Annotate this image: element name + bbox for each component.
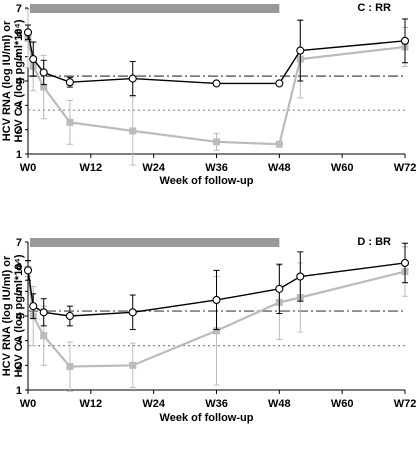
data-point-circle xyxy=(23,266,33,275)
data-point-circle xyxy=(275,284,284,293)
x-tick-label: W72 xyxy=(394,398,416,410)
x-tick-label: W48 xyxy=(268,398,291,410)
y-tick-label: 1 xyxy=(16,385,22,397)
data-point-circle xyxy=(296,272,305,281)
data-point-circle xyxy=(23,28,33,37)
x-axis-title: Week of follow-up xyxy=(160,412,254,424)
data-point-circle xyxy=(296,46,305,55)
y-axis-title-line1: HCV RNA (log IU/ml) or xyxy=(1,255,13,376)
data-point-square xyxy=(275,140,283,148)
x-tick-label: W36 xyxy=(205,162,228,174)
data-point-square xyxy=(129,361,137,369)
data-point-circle xyxy=(128,74,137,83)
y-tick-label: 6 xyxy=(16,262,22,274)
data-point-square xyxy=(66,363,74,371)
data-point-square xyxy=(129,127,137,135)
data-point-square xyxy=(40,83,48,91)
data-point-circle xyxy=(39,308,48,317)
x-tick-label: W48 xyxy=(268,162,291,174)
treatment-period-bar xyxy=(30,238,280,247)
data-point-circle xyxy=(275,79,284,88)
y-tick-label: 2 xyxy=(16,125,22,137)
x-tick-label: W72 xyxy=(394,162,416,174)
data-point-circle xyxy=(29,302,38,311)
chart-panel-1: 1 2 3 4 5 6 7 W0 W12 W24 W36 W48 W60 W72 C : RR Week of… xyxy=(1,2,416,187)
x-tick-label: W24 xyxy=(142,398,166,410)
data-point-circle xyxy=(128,308,137,317)
y-tick-label: 5 xyxy=(16,52,22,64)
y-tick-label: 2 xyxy=(16,360,22,372)
y-tick-label: 3 xyxy=(16,100,22,112)
y-axis-title-line2: HCV CA (log pg/ml*10⁴) xyxy=(13,254,25,377)
panel-label: C : RR xyxy=(357,2,391,14)
x-tick-label: W0 xyxy=(20,398,37,410)
data-point-circle xyxy=(400,258,410,268)
data-point-square xyxy=(213,327,220,335)
y-tick-label: 7 xyxy=(16,237,22,249)
data-point-square xyxy=(40,332,48,340)
y-tick-label: 5 xyxy=(16,286,22,298)
x-tick-label: W24 xyxy=(142,162,166,174)
data-point-circle xyxy=(212,79,221,88)
series-line xyxy=(26,38,406,146)
series-circle xyxy=(23,242,410,331)
x-tick-label: W36 xyxy=(205,398,228,410)
data-point-circle xyxy=(212,295,221,305)
data-point-circle xyxy=(39,68,48,77)
data-point-circle xyxy=(29,55,38,64)
data-point-circle xyxy=(400,36,410,45)
panel-label: D : BR xyxy=(357,236,391,248)
series-circle xyxy=(23,18,410,97)
x-tick-label: W12 xyxy=(80,398,103,410)
x-tick-label: W12 xyxy=(80,162,103,174)
y-axis-title-line1: HCV RNA (log IU/ml) or xyxy=(1,20,13,141)
y-tick-label: 4 xyxy=(16,76,23,88)
x-tick-label: W60 xyxy=(331,398,354,410)
chart-panel-2: 1 2 3 4 5 6 7 W0 W12 W24 W36 W48 W60 W72 D : BR Week of… xyxy=(1,236,416,424)
y-tick-label: 6 xyxy=(16,27,22,39)
data-point-circle xyxy=(65,78,74,87)
data-point-square xyxy=(66,118,74,126)
data-point-circle xyxy=(65,311,74,321)
y-tick-label: 7 xyxy=(16,3,22,15)
y-axis-title-line2: HCV CA (log pg/ml*10⁴) xyxy=(13,19,25,142)
x-axis-title: Week of follow-up xyxy=(160,175,254,187)
x-tick-label: W60 xyxy=(331,162,354,174)
x-tick-label: W0 xyxy=(20,162,37,174)
data-point-square xyxy=(213,138,220,146)
y-tick-label: 4 xyxy=(16,311,23,323)
y-tick-label: 1 xyxy=(16,149,22,161)
treatment-period-bar xyxy=(30,4,280,13)
y-tick-label: 3 xyxy=(16,336,22,348)
